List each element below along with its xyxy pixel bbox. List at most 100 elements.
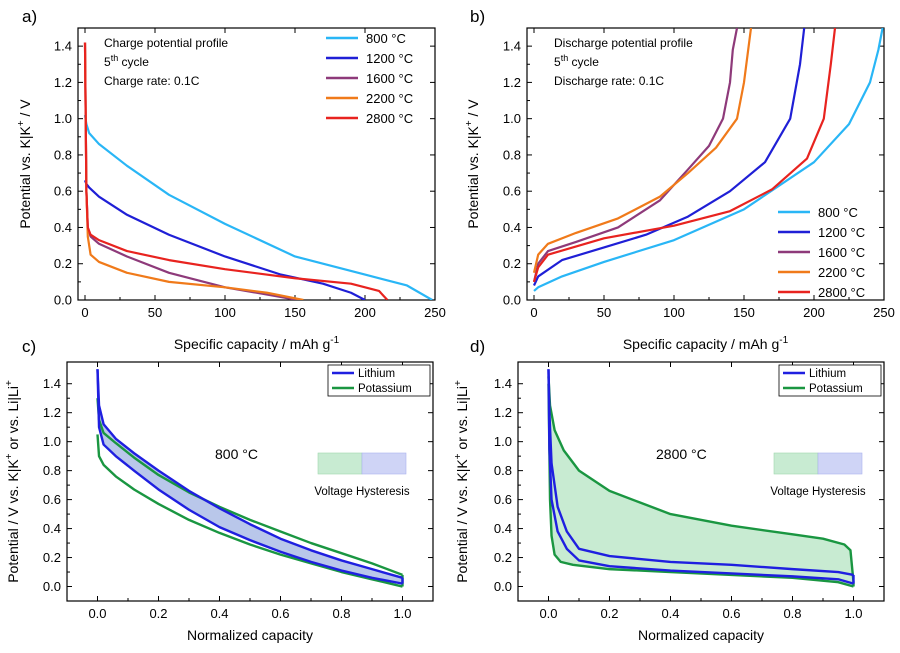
y-tick-label: 0.2: [503, 256, 521, 271]
y-tick-label: 1.0: [503, 111, 521, 126]
x-tick-label: 50: [597, 305, 611, 320]
y-tick-label: 0.2: [54, 256, 72, 271]
lithium-discharge-line: [547, 369, 854, 585]
plot-frame: [526, 27, 885, 301]
hysteresis-area: [97, 369, 403, 584]
cycle-text: cycle: [118, 55, 149, 69]
series-line-1200C: [533, 28, 806, 286]
y-axis-title-sup: +: [16, 120, 27, 126]
x-axis-title: Normalized capacity: [187, 627, 313, 643]
panel-letter: a): [22, 7, 37, 26]
y-axis-title: Potential / V vs. K|K+ or vs. Li|Li+: [453, 380, 470, 583]
annotation-rate: Charge rate: 0.1C: [104, 74, 200, 88]
x-tick-label: 0.2: [149, 606, 167, 621]
y-axis-title-main: Potential vs. K|K: [465, 126, 481, 229]
y-axis-title-sup: +: [453, 453, 464, 459]
y-axis-title-tail: / V: [465, 99, 481, 121]
x-axis-title-main: Specific capacity / mAh g: [623, 336, 779, 352]
series-line-1200C: [83, 179, 366, 300]
y-axis-title: Potential / V vs. K|K+ or vs. Li|Li+: [4, 380, 21, 583]
x-tick-label: 0.2: [600, 606, 618, 621]
legend-box: [778, 364, 882, 397]
y-tick-label: 1.0: [494, 434, 512, 449]
legend-label: 2800 °C: [366, 111, 413, 126]
panel-d: 0.0 0.2 0.4 0.6 0.8 1.0 0.0 0.2 0.4 0.6 0.8 1.0 1.2 1…: [453, 337, 885, 643]
potassium-discharge-line: [96, 434, 403, 588]
y-tick-label: 0.4: [43, 521, 61, 536]
x-tick-label: 200: [354, 305, 376, 320]
potassium-charge-line: [547, 376, 855, 583]
y-axis-title: Potential vs. K|K+ / V: [16, 99, 33, 229]
temperature-label: 2800 °C: [656, 446, 707, 462]
plot-frame: [77, 27, 436, 301]
x-axis-title-sup: -1: [330, 335, 339, 346]
y-axis-title-sup2: +: [453, 380, 464, 386]
series-line-800C: [533, 28, 884, 292]
x-tick-label: 250: [873, 305, 895, 320]
cycle-sup: th: [561, 53, 569, 63]
annotation-cycle: 5th cycle: [104, 53, 149, 69]
x-tick-label: 1.0: [393, 606, 411, 621]
legend-label: 2200 °C: [366, 91, 413, 106]
y-tick-label: 1.2: [43, 405, 61, 420]
annotation-cycle: 5th cycle: [554, 53, 599, 69]
y-tick-label: 0.0: [503, 293, 521, 308]
y-tick-label: 0.8: [494, 463, 512, 478]
panel-letter: c): [22, 337, 36, 356]
y-tick-label: 1.4: [54, 39, 72, 54]
x-tick-label: 0.0: [539, 606, 557, 621]
y-axis-title: Potential vs. K|K+ / V: [464, 99, 481, 229]
cycle-number: 5: [554, 55, 561, 69]
y-tick-label: 0.0: [43, 579, 61, 594]
x-tick-label: 0.8: [332, 606, 350, 621]
x-axis-title: Specific capacity / mAh g-1: [174, 335, 340, 352]
hysteresis-swatch-blue: [817, 452, 863, 475]
y-axis-title-sup2: +: [4, 380, 15, 386]
legend-label: 1600 °C: [366, 71, 413, 86]
y-axis-title-tail: / V: [17, 99, 33, 121]
y-tick-label: 1.4: [503, 39, 521, 54]
y-tick-label: 1.2: [494, 405, 512, 420]
x-tick-label: 1.0: [844, 606, 862, 621]
y-axis-title-main: Potential / V vs. K|K: [454, 459, 470, 583]
hysteresis-label: Voltage Hysteresis: [770, 486, 865, 498]
lithium-discharge-line: [96, 369, 403, 585]
y-tick-label: 1.0: [43, 434, 61, 449]
hysteresis-swatch-blue: [361, 452, 407, 475]
y-tick-label: 0.4: [54, 220, 72, 235]
annotation-rate: Discharge rate: 0.1C: [554, 74, 664, 88]
x-axis-title: Specific capacity / mAh g-1: [623, 335, 789, 352]
y-tick-label: 0.6: [43, 492, 61, 507]
x-tick-label: 200: [803, 305, 825, 320]
lithium-charge-line: [547, 369, 854, 577]
series-line-800C: [83, 114, 433, 300]
legend-label: 1600 °C: [818, 245, 865, 260]
annotation-title: Discharge potential profile: [554, 36, 693, 50]
potassium-discharge-line: [547, 383, 854, 588]
x-axis-title-sup: -1: [779, 335, 788, 346]
x-tick-label: 50: [148, 305, 162, 320]
y-tick-label: 1.0: [54, 111, 72, 126]
hysteresis-label: Voltage Hysteresis: [314, 486, 409, 498]
x-tick-label: 0.4: [210, 606, 228, 621]
legend-label: Potassium: [809, 383, 863, 395]
series-line-2200C: [532, 28, 753, 274]
hysteresis-area: [548, 376, 854, 587]
x-tick-label: 0.6: [722, 606, 740, 621]
y-axis-title-mid: or vs. Li|Li: [454, 386, 470, 453]
legend-label: 1200 °C: [818, 225, 865, 240]
legend-label: 800 °C: [366, 31, 406, 46]
y-axis-title-sup: +: [4, 453, 15, 459]
x-tick-label: 0.0: [88, 606, 106, 621]
lithium-charge-line: [96, 369, 403, 579]
y-tick-label: 0.0: [54, 293, 72, 308]
x-tick-label: 0.6: [271, 606, 289, 621]
x-tick-label: 0: [81, 305, 88, 320]
y-tick-label: 1.4: [43, 376, 61, 391]
panel-b: 0 50 100 150 200 250 0.0 0.2 0.4 0.6 0.8 1.0 1.2 1.4 b…: [464, 7, 895, 352]
y-tick-label: 1.4: [494, 376, 512, 391]
series-line-2800C: [532, 28, 837, 283]
x-tick-label: 250: [424, 305, 446, 320]
y-axis-title-mid: or vs. Li|Li: [5, 386, 21, 453]
